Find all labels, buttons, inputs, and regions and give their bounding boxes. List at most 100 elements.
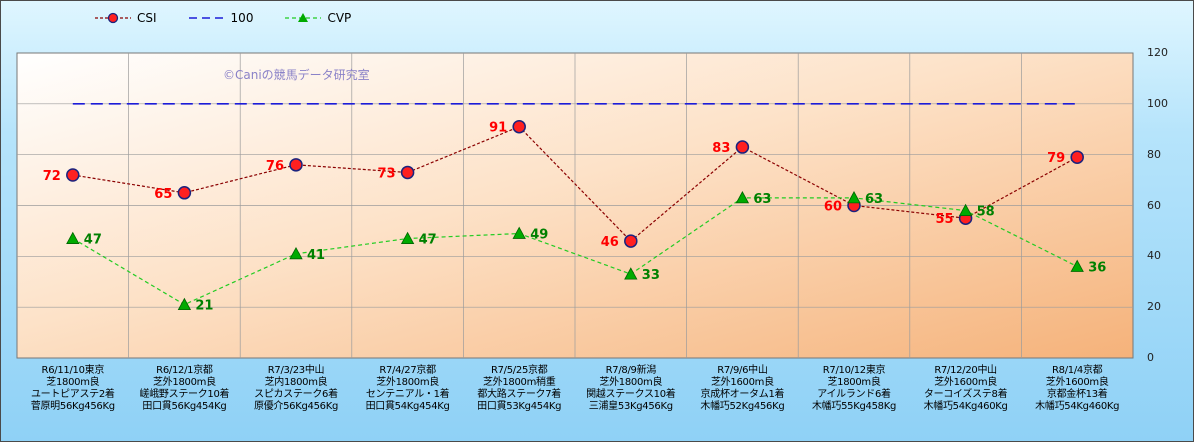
csi-point — [512, 119, 526, 134]
x-tick-label-line: 芝内1800m良 — [264, 377, 328, 388]
legend-swatch — [285, 13, 322, 22]
csi-data-label: 76 — [266, 159, 284, 174]
x-tick-label-line: 木幡巧54Kg460Kg — [1035, 401, 1120, 412]
cvp-point — [512, 226, 526, 239]
x-tick-label-line: 都大路ステーク7着 — [477, 389, 562, 400]
csi-point — [735, 140, 750, 154]
x-tick-label-line: 嵯峨野ステーク10着 — [139, 389, 230, 400]
y-tick-label: 100 — [1147, 96, 1168, 110]
x-tick-label: R7/9/6中山 芝外1600m良 京成杯オータム1着 木幡巧52Kg456Kg — [686, 365, 798, 413]
cvp-point — [958, 203, 973, 216]
cvp-point — [289, 246, 303, 260]
x-tick-label-line: 芝1800m良 — [827, 377, 881, 388]
cvp-data-label: 63 — [865, 192, 883, 207]
cvp-data-label: 49 — [530, 227, 548, 242]
y-tick-label: 120 — [1147, 46, 1168, 59]
x-tick-label-line: 芝1800m良 — [46, 377, 100, 388]
csi-point — [624, 234, 638, 248]
x-tick-label-line: 芝外1800m良 — [152, 377, 216, 388]
x-tick-label-line: R7/10/12東京 — [822, 365, 886, 376]
legend-label: 100 — [230, 11, 254, 25]
x-tick-label-line: R8/1/4京都 — [1052, 365, 1103, 376]
cvp-data-label: 63 — [753, 192, 771, 207]
csi-point — [1070, 150, 1084, 164]
csi-data-label: 79 — [1047, 151, 1065, 166]
csi-data-label: 83 — [712, 141, 730, 156]
cvp-point — [1070, 259, 1084, 272]
x-tick-label-line: R7/8/9新潟 — [605, 365, 657, 376]
x-tick-label-line: スピカステーク6着 — [254, 389, 338, 400]
csi-data-label: 60 — [824, 200, 842, 215]
x-tick-label-line: R7/3/23中山 — [267, 365, 325, 376]
cvp-point — [735, 191, 750, 204]
x-tick-label: R7/3/23中山 芝内1800m良 スピカステーク6着 原優介56Kg456Kg — [240, 365, 352, 413]
x-tick-label-line: R7/5/25京都 — [490, 365, 548, 376]
x-tick-label-line: 田口貫54Kg454Kg — [365, 401, 450, 412]
legend-label: CSI — [137, 11, 157, 25]
cvp-point — [624, 267, 638, 280]
x-tick-label: R7/4/27京都 芝外1800m良 センテニアル・1着 田口貫54Kg454Kg — [352, 365, 464, 413]
x-tick-label-line: ユートピアステ2着 — [30, 389, 115, 400]
cvp-data-label: 47 — [419, 233, 437, 248]
csi-data-label: 73 — [378, 166, 396, 181]
y-tick-label: 60 — [1147, 198, 1161, 212]
csi-data-label: 55 — [936, 212, 954, 227]
cvp-point — [66, 231, 80, 244]
csi-data-label: 72 — [43, 169, 61, 184]
x-tick-label: R6/11/10東京 芝1800m良 ユートピアステ2着 菅原明56Kg456Kg — [17, 365, 129, 413]
x-tick-label-line: 田口貫56Kg454Kg — [142, 401, 227, 412]
x-tick-label: R7/5/25京都 芝外1800m稍重 都大路ステーク7着 田口貫53Kg454Kg — [463, 365, 575, 413]
chart-legend: CSI 100 CVP — [93, 7, 351, 29]
cvp-data-label: 58 — [977, 205, 995, 220]
x-tick-label-line: 田口貫53Kg454Kg — [477, 401, 562, 412]
x-tick-label-line: 芝外1800m稍重 — [482, 377, 556, 388]
x-tick-label-line: 菅原明56Kg456Kg — [30, 401, 115, 412]
x-tick-label-line: ターコイズステ8着 — [923, 389, 1008, 400]
x-tick-label-line: 関越ステークス10着 — [586, 389, 676, 400]
y-tick-label: 0 — [1147, 351, 1154, 364]
cvp-data-label: 33 — [642, 268, 660, 283]
csi-point — [177, 186, 192, 200]
csi-point — [289, 158, 303, 172]
legend-item-cvp: CVP — [283, 11, 351, 25]
cvp-data-label: 47 — [84, 233, 102, 248]
legend-item-csi: CSI — [93, 11, 157, 25]
x-tick-label-line: 京都金杯13着 — [1046, 389, 1108, 400]
x-tick-label-line: R7/4/27京都 — [379, 365, 436, 376]
x-tick-label-line: R7/9/6中山 — [717, 365, 768, 376]
cvp-point — [400, 231, 415, 244]
x-tick-label-line: R6/11/10東京 — [41, 365, 105, 376]
x-tick-label-line: 芝外1800m良 — [376, 377, 439, 388]
csi-point — [66, 168, 80, 182]
legend-item-100: 100 — [187, 11, 254, 25]
cvp-point — [847, 191, 861, 204]
series-line-csi — [72, 125, 1078, 242]
x-tick-label-line: 木幡巧55Kg458Kg — [811, 401, 897, 412]
series-line-cvp — [72, 197, 1078, 306]
x-tick-label-line: R6/12/1京都 — [156, 365, 213, 376]
x-tick-label-line: センテニアル・1着 — [365, 389, 450, 400]
y-tick-label: 40 — [1147, 249, 1161, 263]
x-tick-label-line: アイルランド6着 — [817, 389, 891, 400]
x-tick-label-line: 芝外1800m良 — [599, 377, 663, 388]
cvp-point — [177, 297, 192, 311]
cvp-data-label: 41 — [307, 248, 325, 263]
x-tick-label-line: 三浦皇53Kg456Kg — [588, 401, 673, 412]
x-tick-label-line: 京成杯オータム1着 — [700, 389, 785, 400]
x-tick-label-line: R7/12/20中山 — [934, 365, 997, 376]
csi-data-label: 91 — [489, 121, 507, 136]
x-tick-label-line: 木幡巧52Kg456Kg — [700, 401, 785, 412]
csi-point — [400, 165, 415, 180]
csi-data-label: 65 — [154, 187, 172, 202]
chart-watermark: ©Caniの競馬データ研究室 — [223, 68, 370, 82]
y-tick-label: 80 — [1147, 147, 1161, 161]
cvp-data-label: 36 — [1088, 261, 1106, 276]
legend-label: CVP — [327, 11, 352, 25]
legend-swatch — [95, 12, 131, 24]
x-tick-label: R7/10/12東京 芝1800m良 アイルランド6着 木幡巧55Kg458Kg — [798, 365, 910, 413]
cvp-data-label: 21 — [195, 299, 213, 314]
x-tick-label-line: 芝外1600m良 — [1045, 377, 1109, 388]
x-tick-label-line: 木幡巧54Kg460Kg — [923, 401, 1008, 412]
